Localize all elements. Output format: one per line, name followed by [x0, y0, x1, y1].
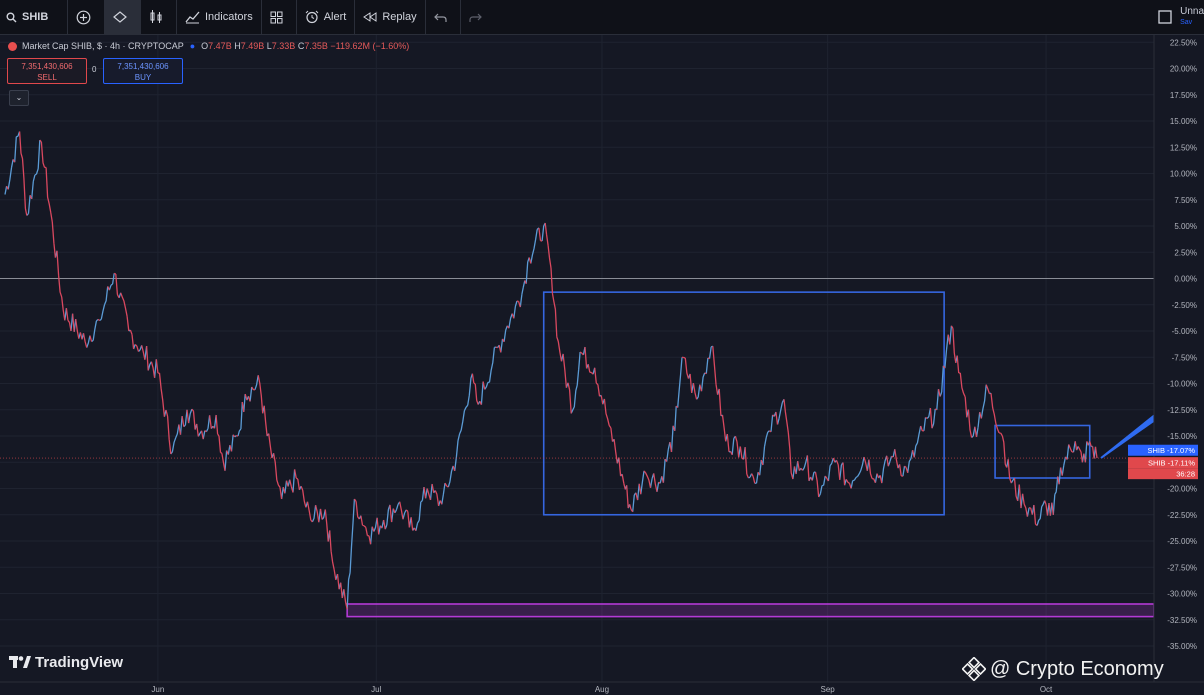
legend-high: 7.49B: [240, 41, 265, 51]
crypto-economy-watermark: @ Crypto Economy: [962, 657, 1164, 681]
x-tick-label: Oct: [1040, 685, 1053, 694]
price-axis-background: [1154, 34, 1204, 682]
y-tick-label: -5.00%: [1172, 327, 1197, 336]
price-series-up: [4, 131, 1097, 610]
chevron-down-icon: ⌄: [15, 93, 23, 102]
interval-button[interactable]: [105, 0, 141, 34]
price-label: SHIB -17.07%: [1147, 446, 1195, 455]
price-label-box: [1128, 444, 1198, 456]
price-series-down: [6, 131, 1098, 610]
binance-diamond-icon: [962, 657, 986, 681]
top-toolbar: SHIB Indicators Alert Replay Unna Sav: [0, 0, 1204, 35]
chart-legend: Market Cap SHIB, $ · 4h · CRYPTOCAP ● O7…: [8, 41, 409, 51]
y-tick-label: 5.00%: [1174, 222, 1197, 231]
buy-label: BUY: [134, 73, 152, 82]
y-tick-label: -15.00%: [1167, 432, 1197, 441]
legend-open: 7.47B: [208, 41, 232, 51]
compare-button[interactable]: [68, 0, 105, 34]
y-tick-label: -25.00%: [1167, 537, 1197, 546]
candles-icon: [150, 10, 162, 23]
support-zone: [346, 603, 1155, 618]
price-label-box: [1128, 457, 1198, 469]
buy-value: 7,351,430,606: [117, 62, 169, 71]
search-icon: [6, 12, 17, 22]
tradingview-wordmark: TradingView: [35, 654, 124, 671]
layout-name[interactable]: Unna: [1180, 6, 1204, 17]
buy-button[interactable]: 7,351,430,606 BUY: [103, 58, 183, 84]
checkbox-icon[interactable]: [1158, 10, 1172, 24]
sell-value: 7,351,430,606: [21, 62, 73, 71]
watermark-text: @ Crypto Economy: [990, 657, 1164, 680]
y-tick-label: -30.00%: [1167, 590, 1197, 599]
y-tick-label: -22.50%: [1167, 511, 1197, 520]
indicators-icon: [185, 11, 200, 23]
price-line-rising: [4, 131, 1097, 610]
y-tick-label: 2.50%: [1174, 248, 1197, 257]
symbol-logo-icon: [8, 41, 17, 51]
y-tick-label: 15.00%: [1170, 117, 1197, 126]
grid-icon: [270, 11, 283, 23]
collapse-legend-button[interactable]: ⌄: [9, 90, 29, 106]
chart-type-button[interactable]: [141, 0, 177, 34]
alarm-clock-icon: [305, 10, 319, 24]
y-tick-label: 7.50%: [1174, 196, 1197, 205]
y-tick-label: -27.50%: [1167, 563, 1197, 572]
tradingview-logo: TradingView: [9, 654, 123, 671]
spread-value: 0: [92, 65, 97, 74]
x-tick-label: Jun: [151, 685, 164, 694]
redo-icon: [468, 13, 482, 22]
replay-label: Replay: [382, 11, 417, 23]
undo-icon: [433, 13, 447, 22]
symbol-label: SHIB: [22, 11, 49, 23]
legend-ohlc: O7.47B H7.49B L7.33B C7.35B −119.62M (−1…: [201, 41, 410, 51]
toolbar-right: Unna Sav: [1158, 0, 1204, 34]
y-tick-label: 12.50%: [1170, 143, 1197, 152]
legend-close: 7.35B: [304, 41, 328, 51]
sell-label: SELL: [37, 73, 57, 82]
indicators-button[interactable]: Indicators: [177, 0, 262, 34]
y-tick-label: -32.50%: [1167, 616, 1197, 625]
legend-change: −119.62M (−1.60%): [330, 41, 410, 51]
price-label: SHIB -17.11%: [1148, 459, 1195, 468]
alert-label: Alert: [323, 11, 347, 23]
undo-button[interactable]: [426, 0, 461, 34]
legend-low: 7.33B: [271, 41, 296, 51]
range-rectangle: [994, 424, 1091, 479]
y-tick-label: -12.50%: [1167, 406, 1197, 415]
symbol-search[interactable]: SHIB: [0, 0, 68, 34]
price-line-falling: [6, 131, 1098, 610]
y-tick-label: -2.50%: [1172, 301, 1197, 310]
redo-button[interactable]: [461, 0, 495, 34]
indicators-label: Indicators: [205, 11, 253, 23]
y-tick-label: 10.00%: [1170, 170, 1197, 179]
price-label: 36:28: [1176, 470, 1195, 479]
plus-circle-icon: [76, 10, 91, 24]
y-tick-label: 20.00%: [1170, 65, 1197, 74]
alert-button[interactable]: Alert: [297, 0, 356, 34]
interval-icon: [113, 11, 127, 23]
x-tick-label: Aug: [595, 685, 609, 694]
y-tick-label: -7.50%: [1172, 353, 1197, 362]
y-tick-label: 22.50%: [1170, 38, 1197, 47]
y-tick-label: 17.50%: [1170, 91, 1197, 100]
rewind-icon: [363, 12, 377, 22]
price-label-box: [1128, 468, 1198, 480]
x-tick-label: Sep: [821, 685, 836, 694]
x-tick-label: Jul: [371, 685, 381, 694]
y-tick-label: 0.00%: [1174, 275, 1197, 284]
y-tick-label: -10.00%: [1167, 380, 1197, 389]
sell-button[interactable]: 7,351,430,606 SELL: [7, 58, 87, 84]
legend-title: Market Cap SHIB, $ · 4h · CRYPTOCAP: [22, 41, 184, 51]
save-label[interactable]: Sav: [1180, 19, 1193, 26]
y-tick-label: -20.00%: [1167, 485, 1197, 494]
replay-button[interactable]: Replay: [355, 0, 426, 34]
tradingview-logo-icon: [9, 656, 31, 668]
eye-icon[interactable]: ●: [189, 41, 196, 51]
layouts-button[interactable]: [262, 0, 297, 34]
y-tick-label: -35.00%: [1167, 642, 1197, 651]
range-rectangle: [542, 291, 945, 516]
